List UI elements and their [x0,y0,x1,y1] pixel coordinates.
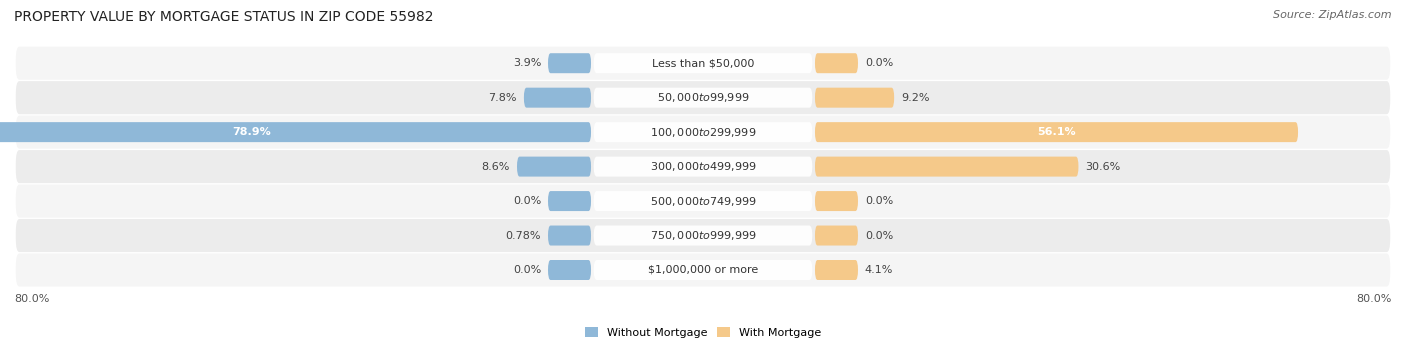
Text: 56.1%: 56.1% [1038,127,1076,137]
FancyBboxPatch shape [593,225,813,245]
FancyBboxPatch shape [548,260,591,280]
Text: $300,000 to $499,999: $300,000 to $499,999 [650,160,756,173]
Text: 0.0%: 0.0% [865,196,893,206]
Text: 8.6%: 8.6% [482,162,510,172]
FancyBboxPatch shape [815,191,858,211]
Text: 7.8%: 7.8% [488,93,517,103]
FancyBboxPatch shape [15,116,1391,149]
FancyBboxPatch shape [593,88,813,108]
FancyBboxPatch shape [15,253,1391,287]
FancyBboxPatch shape [15,150,1391,183]
Text: 80.0%: 80.0% [1357,294,1392,304]
Text: 0.0%: 0.0% [513,265,541,275]
FancyBboxPatch shape [593,53,813,73]
Text: 80.0%: 80.0% [14,294,49,304]
FancyBboxPatch shape [593,191,813,211]
Text: 9.2%: 9.2% [901,93,929,103]
Text: 78.9%: 78.9% [232,127,271,137]
FancyBboxPatch shape [815,53,858,73]
Text: 3.9%: 3.9% [513,58,541,68]
Text: Source: ZipAtlas.com: Source: ZipAtlas.com [1274,10,1392,20]
FancyBboxPatch shape [15,47,1391,80]
Text: $100,000 to $299,999: $100,000 to $299,999 [650,126,756,139]
Legend: Without Mortgage, With Mortgage: Without Mortgage, With Mortgage [581,323,825,340]
Text: 0.0%: 0.0% [865,231,893,240]
Text: 4.1%: 4.1% [865,265,893,275]
FancyBboxPatch shape [548,191,591,211]
FancyBboxPatch shape [593,260,813,280]
Text: $1,000,000 or more: $1,000,000 or more [648,265,758,275]
FancyBboxPatch shape [593,122,813,142]
FancyBboxPatch shape [524,88,591,108]
Text: Less than $50,000: Less than $50,000 [652,58,754,68]
FancyBboxPatch shape [15,81,1391,114]
FancyBboxPatch shape [15,185,1391,218]
Text: 30.6%: 30.6% [1085,162,1121,172]
FancyBboxPatch shape [548,225,591,245]
FancyBboxPatch shape [815,88,894,108]
Text: 0.78%: 0.78% [506,231,541,240]
Text: 0.0%: 0.0% [865,58,893,68]
FancyBboxPatch shape [815,225,858,245]
Text: PROPERTY VALUE BY MORTGAGE STATUS IN ZIP CODE 55982: PROPERTY VALUE BY MORTGAGE STATUS IN ZIP… [14,10,433,24]
Text: $750,000 to $999,999: $750,000 to $999,999 [650,229,756,242]
Text: 0.0%: 0.0% [513,196,541,206]
FancyBboxPatch shape [815,122,1298,142]
FancyBboxPatch shape [593,157,813,176]
FancyBboxPatch shape [15,219,1391,252]
FancyBboxPatch shape [815,157,1078,176]
FancyBboxPatch shape [517,157,591,176]
Text: $500,000 to $749,999: $500,000 to $749,999 [650,194,756,207]
FancyBboxPatch shape [815,260,858,280]
FancyBboxPatch shape [548,53,591,73]
FancyBboxPatch shape [0,122,591,142]
Text: $50,000 to $99,999: $50,000 to $99,999 [657,91,749,104]
